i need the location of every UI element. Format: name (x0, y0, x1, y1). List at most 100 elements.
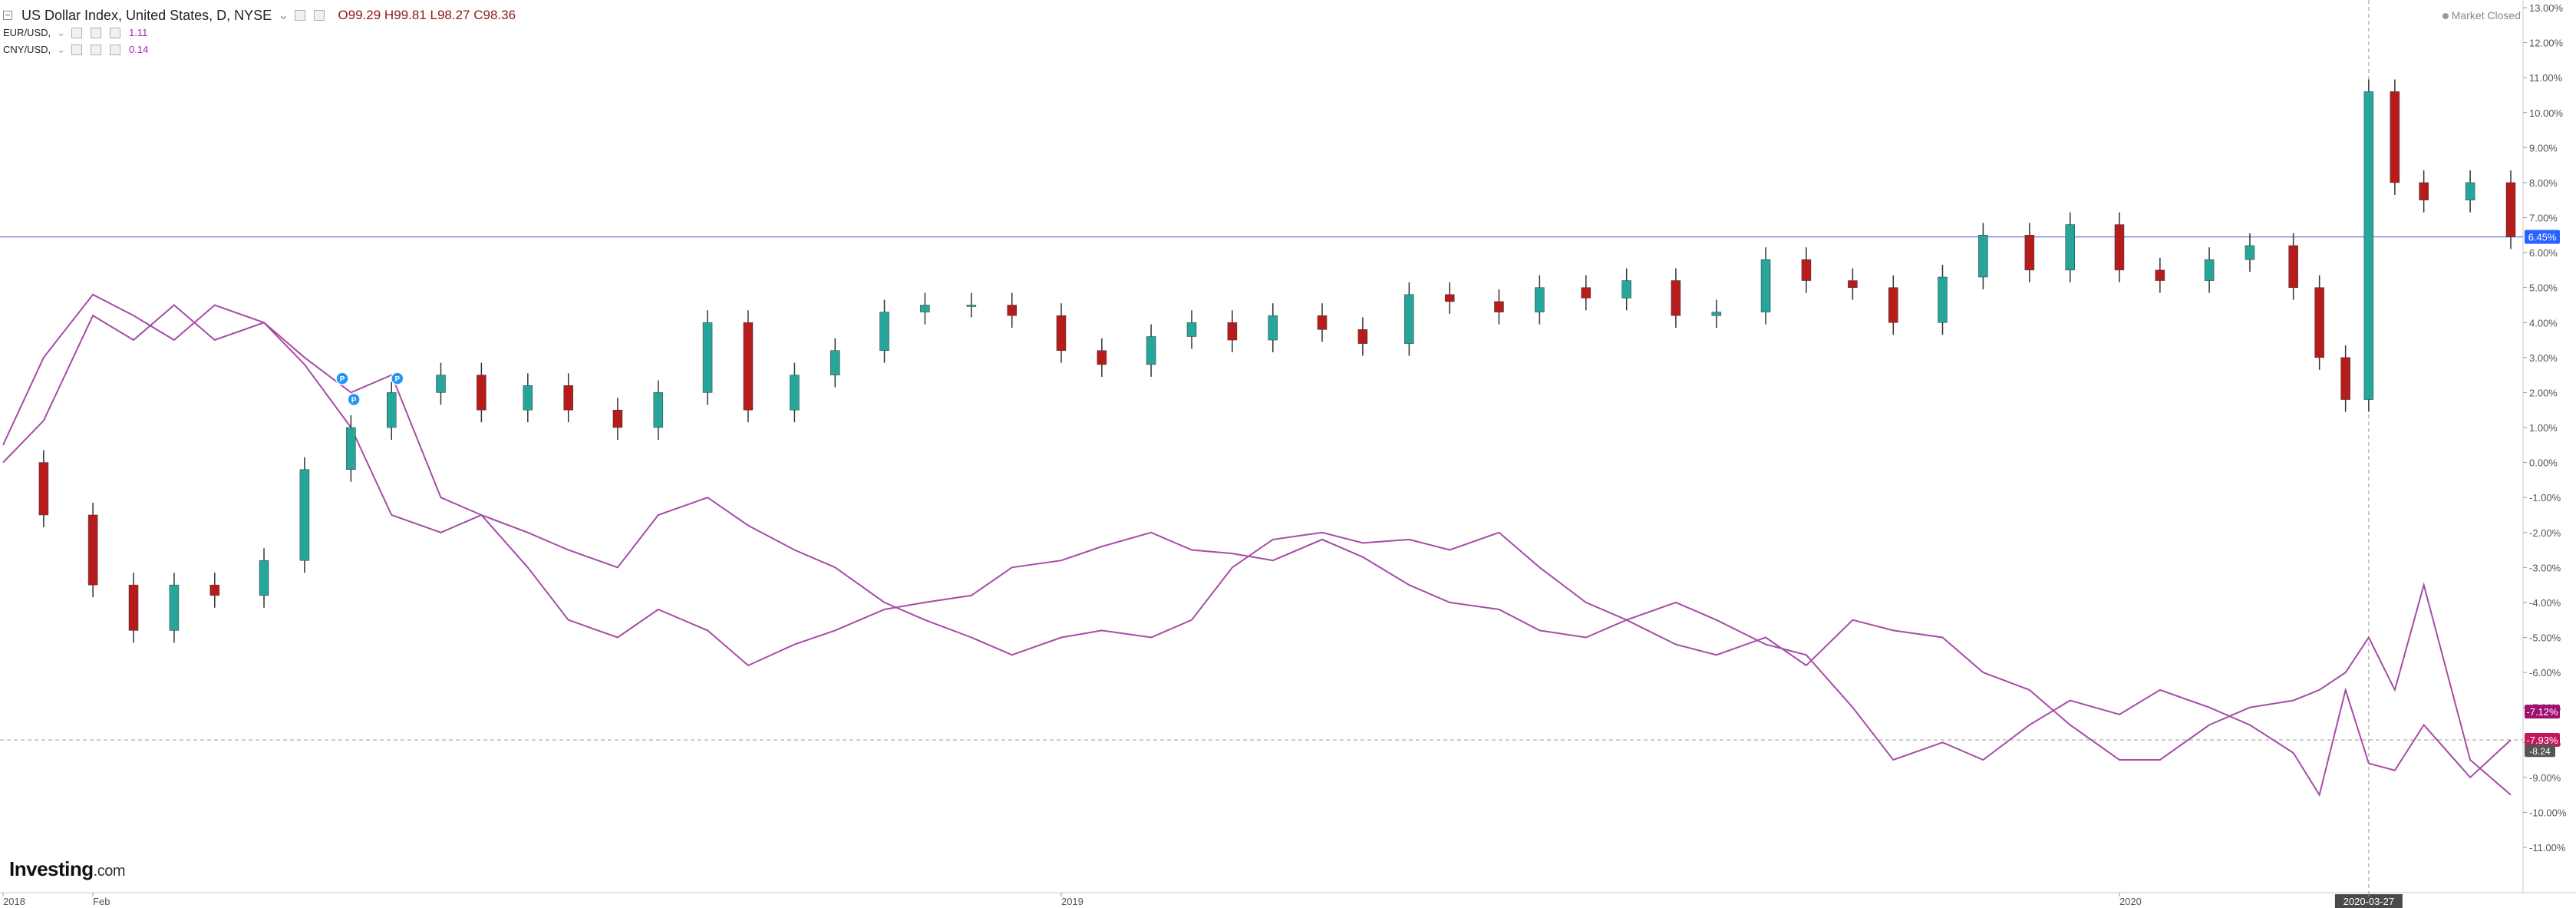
candle-body (299, 469, 310, 561)
price-badge (2525, 229, 2560, 244)
y-tick-label: 9.00% (2529, 142, 2558, 154)
market-status: Market Closed (2442, 9, 2521, 21)
candle-body (2314, 287, 2324, 358)
settings-icon[interactable] (91, 28, 102, 38)
y-tick-label: 2.00% (2529, 387, 2558, 398)
price-badge (2525, 733, 2560, 748)
status-dot-icon (2442, 13, 2449, 19)
close-icon[interactable] (110, 28, 121, 38)
low-value: 98.27 (437, 8, 470, 22)
y-tick-label: 11.00% (2529, 72, 2563, 84)
y-tick-label: 8.00% (2529, 177, 2558, 189)
y-tick-label: 13.00% (2529, 2, 2564, 14)
dropdown-icon[interactable]: ⌄ (57, 27, 66, 38)
candle-body (1007, 305, 1018, 316)
crosshair-date-badge (2334, 894, 2403, 908)
candle-body (346, 427, 356, 470)
candle-body (1978, 235, 1988, 278)
price-badge-label: -7.93% (2526, 735, 2558, 746)
candle-body (1357, 329, 1368, 344)
candle-body (2363, 91, 2374, 400)
candle-body (702, 322, 713, 393)
event-marker-icon[interactable] (347, 392, 361, 407)
y-tick-label: 3.00% (2529, 352, 2558, 364)
candle-body (1404, 294, 1414, 344)
event-marker-label: P (340, 375, 345, 384)
visibility-icon[interactable] (71, 28, 83, 38)
legend-indicator-cny: CNY/USD, ⌄ 0.14 (3, 41, 516, 58)
candle-body (2245, 245, 2255, 260)
candle-body (830, 350, 840, 375)
event-marker-label: P (351, 397, 357, 405)
candle-body (1227, 322, 1238, 341)
settings-icon[interactable] (295, 10, 306, 21)
candle-body (436, 375, 446, 393)
candle-body (259, 560, 269, 596)
candle-body (87, 514, 98, 586)
candle-body (790, 375, 800, 411)
candle-body (1888, 287, 1898, 323)
brand-logo: Investing.com (9, 857, 125, 881)
candle-body (563, 385, 573, 411)
close-label: C (473, 8, 483, 22)
price-badge-label: 6.45% (2528, 232, 2557, 243)
candle-body (477, 375, 487, 411)
candle-body (966, 305, 977, 307)
candle-body (1801, 259, 1812, 281)
candle-body (653, 392, 664, 428)
indicator-name-cny[interactable]: CNY/USD, (3, 44, 51, 55)
y-tick-label: -5.00% (2529, 632, 2561, 644)
candle-body (523, 385, 533, 411)
y-tick-label: -3.00% (2529, 562, 2561, 573)
x-tick-label: 2020-03-27 (2343, 896, 2395, 907)
y-tick-label: 0.00% (2529, 457, 2558, 469)
y-tick-label: -1.00% (2529, 492, 2561, 504)
candle-body (920, 305, 930, 312)
high-value: 99.81 (394, 8, 427, 22)
candle-body (169, 584, 180, 631)
y-tick-label: -4.00% (2529, 597, 2561, 609)
candle-body (128, 584, 139, 631)
open-value: 99.29 (348, 8, 381, 22)
close-icon[interactable] (110, 45, 121, 55)
crosshair-value-label: -8.24 (2529, 746, 2551, 757)
series-line-eur-usd (2, 304, 2512, 797)
candle-body (1146, 336, 1156, 365)
dropdown-icon[interactable]: ⌄ (57, 44, 66, 55)
candle-body (1938, 276, 1948, 323)
settings-icon[interactable] (91, 45, 102, 55)
close-icon[interactable] (314, 10, 325, 21)
y-tick-label: -9.00% (2529, 772, 2561, 784)
candle-body (1848, 280, 1858, 288)
candle-body (879, 312, 889, 351)
candle-body (743, 322, 754, 411)
candle-body (2114, 224, 2125, 271)
y-tick-label: 6.00% (2529, 247, 2558, 259)
candle-body (209, 584, 220, 596)
candle-body (2155, 269, 2165, 281)
x-tick-label: 2019 (1061, 896, 1084, 907)
event-marker-icon[interactable] (335, 371, 349, 385)
candle-body (38, 462, 49, 516)
x-tick-label: 2020 (2119, 896, 2142, 907)
indicator-name-eur[interactable]: EUR/USD, (3, 27, 51, 38)
legend-symbol-title[interactable]: US Dollar Index, United States, D, NYSE (21, 8, 272, 23)
dropdown-icon[interactable]: ⌄ (278, 8, 289, 22)
event-marker-icon[interactable] (391, 371, 404, 385)
ohlc-values: O99.29 H99.81 L98.27 C98.36 (338, 7, 516, 24)
visibility-icon[interactable] (71, 45, 83, 55)
candle-body (1621, 280, 1631, 299)
market-status-text: Market Closed (2451, 9, 2521, 21)
price-badge (2525, 705, 2560, 719)
candle-body (1711, 312, 1722, 316)
event-marker-label: P (394, 375, 400, 384)
low-label: L (430, 8, 437, 22)
collapse-icon[interactable] (3, 11, 12, 20)
chart-legend: US Dollar Index, United States, D, NYSE … (3, 6, 516, 58)
brand-name: Investing (9, 857, 94, 880)
candle-body (1581, 287, 1591, 299)
series-line-cny-usd (2, 293, 2512, 796)
x-tick-label: Feb (93, 896, 110, 907)
